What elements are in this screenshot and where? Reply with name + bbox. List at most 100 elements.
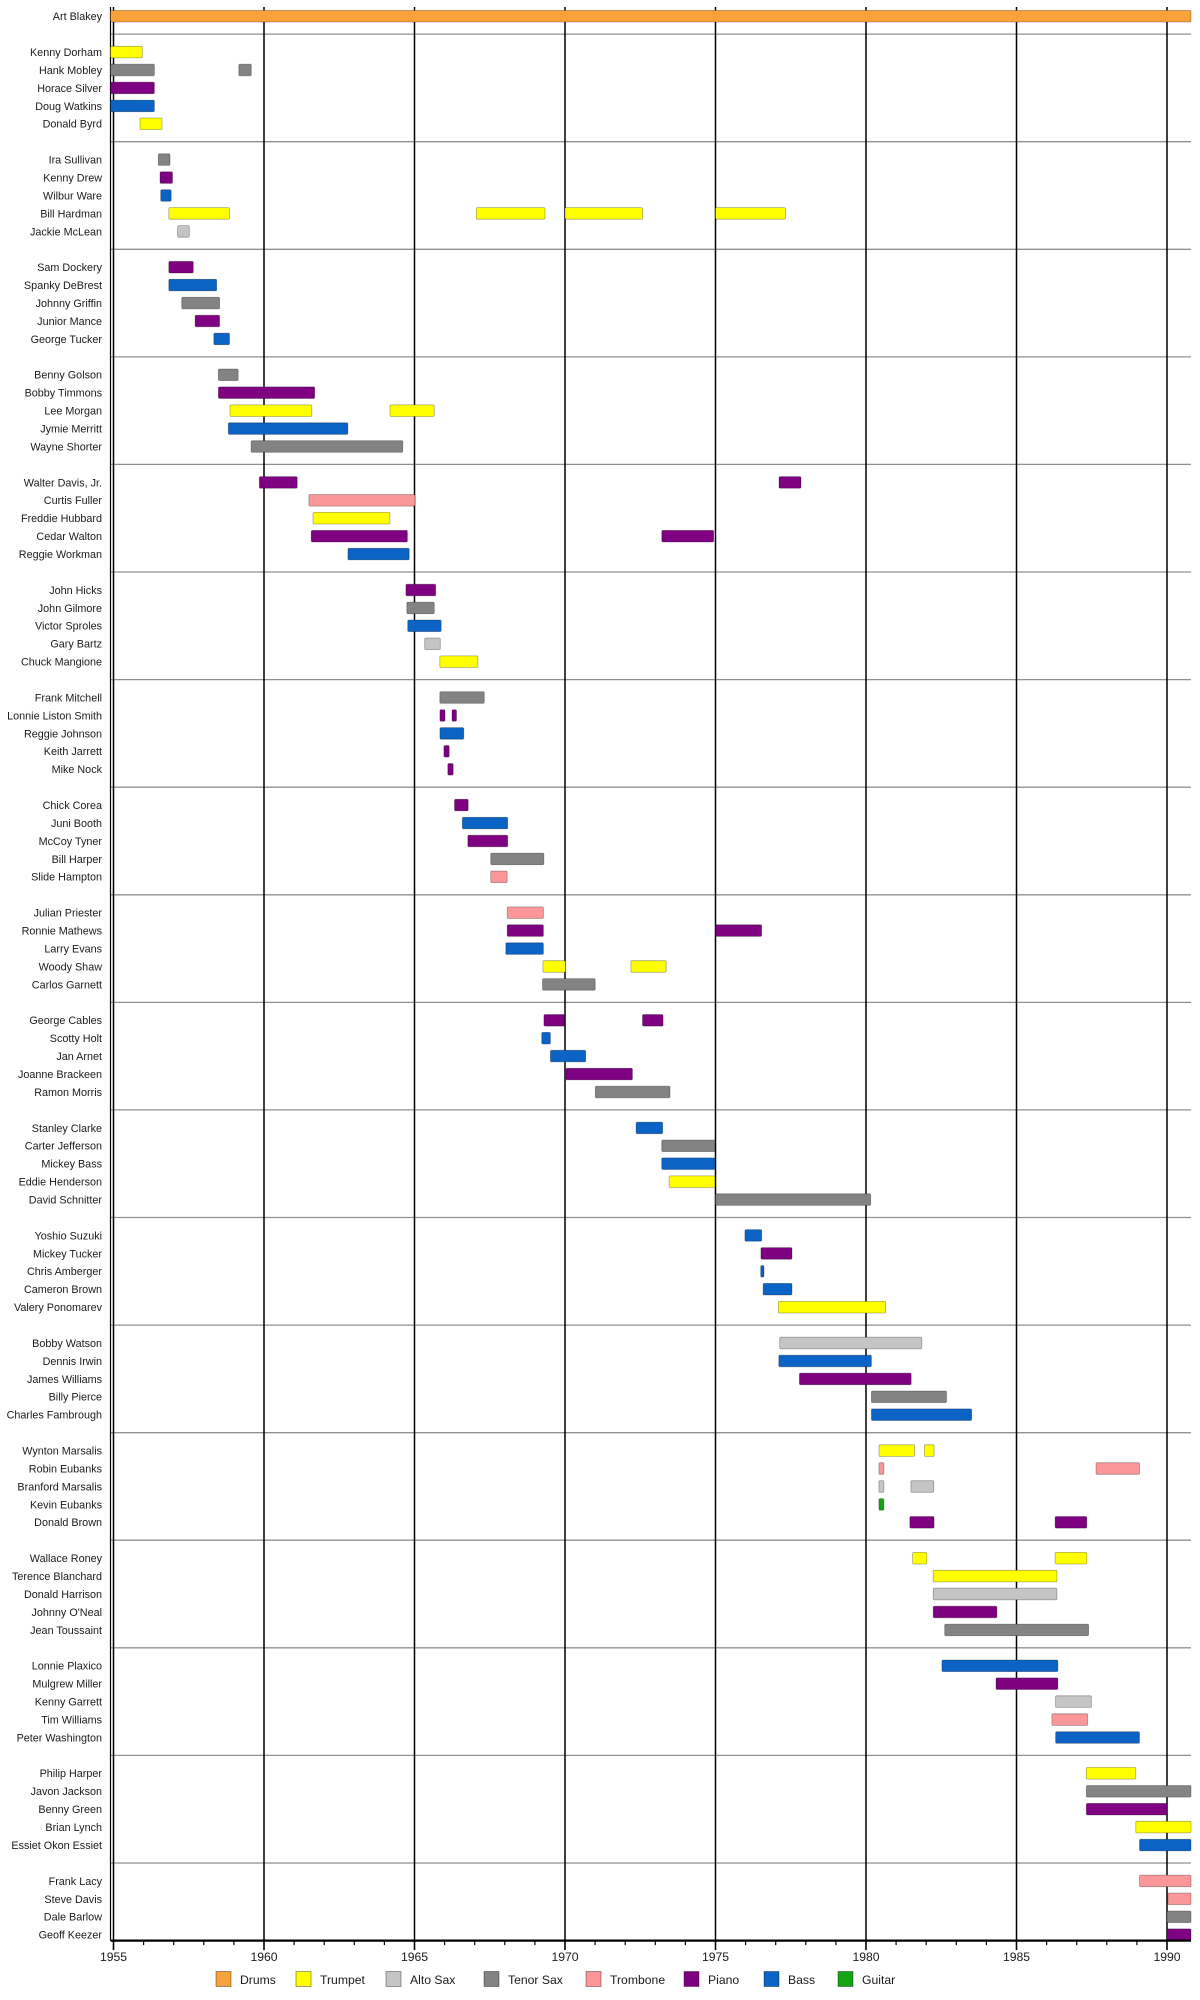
- svg-text:Carter Jefferson: Carter Jefferson: [25, 1141, 102, 1153]
- svg-text:Junior Mance: Junior Mance: [37, 316, 102, 328]
- svg-text:David Schnitter: David Schnitter: [29, 1195, 103, 1207]
- svg-text:Doug Watkins: Doug Watkins: [35, 101, 102, 113]
- svg-text:Johnny Griffin: Johnny Griffin: [36, 298, 102, 310]
- svg-text:1970: 1970: [551, 1950, 578, 1964]
- svg-text:Mulgrew Miller: Mulgrew Miller: [32, 1679, 102, 1691]
- svg-text:Steve Davis: Steve Davis: [44, 1894, 102, 1906]
- svg-text:George Cables: George Cables: [29, 1015, 102, 1027]
- svg-text:Horace Silver: Horace Silver: [37, 83, 102, 95]
- svg-text:Donald Brown: Donald Brown: [34, 1517, 102, 1529]
- svg-text:Kenny Dorham: Kenny Dorham: [30, 47, 102, 59]
- svg-text:Chick Corea: Chick Corea: [43, 800, 102, 812]
- svg-text:Piano: Piano: [708, 1973, 739, 1987]
- svg-text:Ronnie Mathews: Ronnie Mathews: [22, 926, 103, 938]
- svg-text:Slide Hampton: Slide Hampton: [31, 872, 102, 884]
- svg-text:Wilbur Ware: Wilbur Ware: [43, 190, 102, 202]
- svg-text:1990: 1990: [1153, 1950, 1180, 1964]
- svg-text:Donald Byrd: Donald Byrd: [43, 119, 102, 131]
- svg-text:Philip Harper: Philip Harper: [40, 1768, 103, 1780]
- svg-text:Cedar Walton: Cedar Walton: [36, 531, 102, 543]
- svg-text:Geoff Keezer: Geoff Keezer: [39, 1930, 103, 1942]
- svg-text:Woody Shaw: Woody Shaw: [39, 961, 103, 973]
- svg-text:Frank Mitchell: Frank Mitchell: [35, 692, 102, 704]
- svg-text:Guitar: Guitar: [862, 1973, 895, 1987]
- svg-text:Eddie Henderson: Eddie Henderson: [19, 1177, 102, 1189]
- svg-text:Tenor Sax: Tenor Sax: [508, 1973, 563, 1987]
- svg-text:Robin Eubanks: Robin Eubanks: [29, 1463, 103, 1475]
- svg-text:Jean Toussaint: Jean Toussaint: [30, 1625, 102, 1637]
- svg-text:1985: 1985: [1003, 1950, 1030, 1964]
- svg-text:Victor Sproles: Victor Sproles: [35, 621, 103, 633]
- svg-text:Billy Pierce: Billy Pierce: [49, 1392, 102, 1404]
- svg-text:McCoy Tyner: McCoy Tyner: [39, 836, 103, 848]
- svg-text:Mickey Tucker: Mickey Tucker: [33, 1248, 102, 1260]
- svg-text:Ramon Morris: Ramon Morris: [34, 1087, 102, 1099]
- svg-text:Cameron Brown: Cameron Brown: [24, 1284, 102, 1296]
- svg-text:Chris Amberger: Chris Amberger: [27, 1266, 102, 1278]
- svg-text:Kenny Drew: Kenny Drew: [43, 173, 102, 185]
- svg-text:Lee Morgan: Lee Morgan: [44, 406, 102, 418]
- svg-text:George Tucker: George Tucker: [31, 334, 103, 346]
- svg-text:Yoshio Suzuki: Yoshio Suzuki: [35, 1230, 102, 1242]
- svg-text:Hank Mobley: Hank Mobley: [39, 65, 103, 77]
- svg-text:Ira Sullivan: Ira Sullivan: [49, 155, 102, 167]
- svg-text:Donald Harrison: Donald Harrison: [24, 1589, 102, 1601]
- svg-text:Terence Blanchard: Terence Blanchard: [12, 1571, 102, 1583]
- svg-text:Branford Marsalis: Branford Marsalis: [17, 1481, 102, 1493]
- svg-text:Javon Jackson: Javon Jackson: [31, 1786, 102, 1798]
- svg-text:Trombone: Trombone: [610, 1973, 665, 1987]
- svg-text:Gary Bartz: Gary Bartz: [50, 639, 102, 651]
- svg-text:James Williams: James Williams: [27, 1374, 103, 1386]
- svg-text:Essiet Okon Essiet: Essiet Okon Essiet: [11, 1840, 102, 1852]
- svg-text:Dale Barlow: Dale Barlow: [44, 1912, 102, 1924]
- svg-text:Juni Booth: Juni Booth: [51, 818, 102, 830]
- svg-text:Valery Ponomarev: Valery Ponomarev: [14, 1302, 103, 1314]
- svg-text:Stanley Clarke: Stanley Clarke: [32, 1123, 102, 1135]
- svg-text:Bill Harper: Bill Harper: [52, 854, 103, 866]
- svg-text:Bill Hardman: Bill Hardman: [40, 208, 102, 220]
- svg-text:Freddie Hubbard: Freddie Hubbard: [21, 513, 102, 525]
- svg-text:Bobby Watson: Bobby Watson: [32, 1338, 102, 1350]
- svg-text:Wynton Marsalis: Wynton Marsalis: [22, 1446, 102, 1458]
- svg-text:Drums: Drums: [240, 1973, 276, 1987]
- svg-text:Curtis Fuller: Curtis Fuller: [44, 495, 103, 507]
- svg-text:1975: 1975: [702, 1950, 729, 1964]
- svg-text:Johnny O'Neal: Johnny O'Neal: [32, 1607, 102, 1619]
- svg-text:Scotty Holt: Scotty Holt: [50, 1033, 102, 1045]
- svg-text:Bass: Bass: [788, 1973, 815, 1987]
- svg-text:Keith Jarrett: Keith Jarrett: [44, 746, 102, 758]
- svg-text:John Gilmore: John Gilmore: [38, 603, 102, 615]
- svg-text:Lonnie Plaxico: Lonnie Plaxico: [32, 1661, 102, 1673]
- svg-text:Larry Evans: Larry Evans: [44, 944, 102, 956]
- svg-text:1955: 1955: [100, 1950, 127, 1964]
- svg-text:1965: 1965: [401, 1950, 428, 1964]
- svg-text:Bobby Timmons: Bobby Timmons: [25, 388, 103, 400]
- svg-text:Sam Dockery: Sam Dockery: [37, 262, 102, 274]
- svg-text:Wallace Roney: Wallace Roney: [30, 1553, 103, 1565]
- svg-text:Lonnie Liston Smith: Lonnie Liston Smith: [7, 710, 102, 722]
- svg-text:Tim Williams: Tim Williams: [41, 1715, 102, 1727]
- svg-text:Jymie Merritt: Jymie Merritt: [40, 424, 102, 436]
- svg-text:Brian Lynch: Brian Lynch: [45, 1822, 102, 1834]
- svg-text:Benny Green: Benny Green: [38, 1804, 102, 1816]
- svg-text:Chuck Mangione: Chuck Mangione: [21, 657, 102, 669]
- svg-text:Alto Sax: Alto Sax: [410, 1973, 455, 1987]
- svg-text:Peter Washington: Peter Washington: [17, 1732, 102, 1744]
- svg-text:Kevin Eubanks: Kevin Eubanks: [30, 1499, 103, 1511]
- svg-text:John Hicks: John Hicks: [49, 585, 102, 597]
- svg-text:Kenny Garrett: Kenny Garrett: [35, 1697, 102, 1709]
- svg-text:Walter Davis, Jr.: Walter Davis, Jr.: [24, 477, 102, 489]
- svg-text:Mickey Bass: Mickey Bass: [41, 1159, 102, 1171]
- svg-text:Carlos Garnett: Carlos Garnett: [32, 979, 102, 991]
- svg-text:Frank Lacy: Frank Lacy: [49, 1876, 103, 1888]
- svg-text:Julian Priester: Julian Priester: [34, 908, 103, 920]
- svg-text:Jackie McLean: Jackie McLean: [30, 226, 102, 238]
- svg-text:Wayne Shorter: Wayne Shorter: [30, 441, 102, 453]
- svg-text:Art Blakey: Art Blakey: [53, 11, 103, 23]
- svg-text:Charles Fambrough: Charles Fambrough: [7, 1410, 102, 1422]
- svg-text:Jan Arnet: Jan Arnet: [56, 1051, 102, 1063]
- svg-text:Mike Nock: Mike Nock: [52, 764, 103, 776]
- svg-text:Trumpet: Trumpet: [320, 1973, 366, 1987]
- svg-text:1960: 1960: [250, 1950, 277, 1964]
- svg-text:Reggie Johnson: Reggie Johnson: [24, 728, 102, 740]
